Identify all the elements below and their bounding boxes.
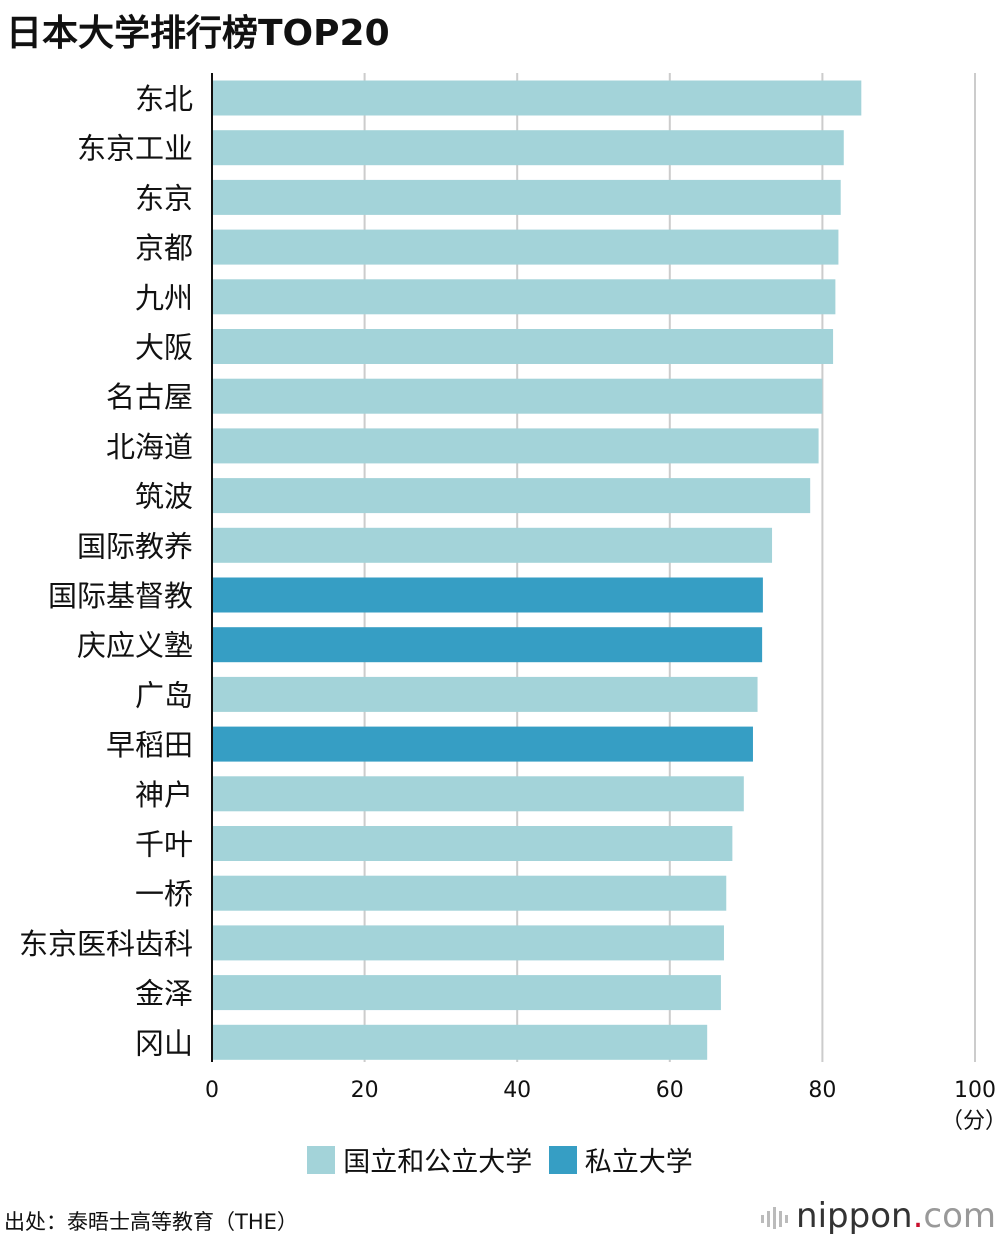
- bar: [212, 130, 844, 166]
- bar: [212, 925, 724, 961]
- bar: [212, 527, 773, 563]
- bars: [212, 80, 862, 1060]
- nippon-logo[interactable]: nippon.com: [760, 1196, 996, 1236]
- category-label: 神户: [135, 778, 193, 812]
- legend-item-public: 国立和公立大学: [307, 1140, 532, 1179]
- bar: [212, 875, 727, 911]
- bar: [212, 577, 763, 613]
- category-label: 国际基督教: [48, 579, 193, 613]
- category-labels: 东北东京工业东京京都九州大阪名古屋北海道筑波国际教养国际基督教庆应义塾广岛早稻田…: [19, 82, 193, 1060]
- category-label: 东京医科齿科: [19, 927, 193, 961]
- category-label: 冈山: [135, 1026, 193, 1060]
- tick-labels: 0 20 40 60 80 100: [205, 1078, 996, 1103]
- legend-item-private: 私立大学: [548, 1140, 693, 1179]
- category-label: 千叶: [135, 828, 193, 862]
- bar: [212, 726, 753, 762]
- category-label: 北海道: [106, 430, 193, 464]
- x-tick-label: 0: [205, 1078, 219, 1103]
- category-label: 国际教养: [77, 529, 193, 563]
- logo-tld: com: [923, 1196, 996, 1236]
- category-label: 金泽: [135, 977, 193, 1011]
- bar: [212, 478, 811, 514]
- x-tick-label: 80: [808, 1078, 836, 1103]
- bar: [212, 826, 733, 861]
- bar: [212, 1024, 708, 1060]
- x-tick-label: 20: [351, 1078, 379, 1103]
- bar: [212, 378, 823, 414]
- bar: [212, 676, 758, 712]
- category-label: 东京: [135, 181, 193, 215]
- bar: [212, 229, 839, 265]
- bar: [212, 279, 836, 315]
- category-label: 一桥: [135, 877, 193, 911]
- category-label: 庆应义塾: [77, 629, 193, 663]
- bar: [212, 428, 819, 464]
- bar: [212, 80, 862, 116]
- category-label: 九州: [135, 281, 193, 315]
- category-label: 早稻田: [106, 728, 193, 762]
- x-tick-label: 60: [656, 1078, 684, 1103]
- category-label: 广岛: [135, 678, 193, 712]
- source-note: 出处：泰晤士高等教育（THE）: [4, 1210, 298, 1234]
- legend: 国立和公立大学 私立大学: [0, 1140, 1000, 1181]
- unit-label: （分）: [941, 1109, 1000, 1134]
- bar: [212, 627, 763, 663]
- sound-bars-icon: [761, 1206, 789, 1229]
- legend-swatch-public: [307, 1145, 336, 1174]
- logo-dot: .: [912, 1196, 924, 1236]
- logo-name: nippon: [796, 1196, 913, 1236]
- category-label: 大阪: [135, 331, 193, 365]
- category-label: 东京工业: [77, 132, 193, 166]
- bar: [212, 329, 834, 364]
- chart-title: 日本大学排行榜TOP20: [6, 13, 390, 54]
- x-tick-label: 40: [503, 1078, 531, 1103]
- bar: [212, 776, 744, 812]
- legend-swatch-private: [548, 1145, 577, 1174]
- category-label: 东北: [135, 82, 193, 116]
- x-tick-label: 100: [954, 1078, 996, 1103]
- category-label: 名古屋: [106, 380, 193, 414]
- category-label: 筑波: [135, 480, 193, 514]
- category-label: 京都: [135, 231, 193, 265]
- grid-lines: [363, 73, 976, 1062]
- legend-label-public: 国立和公立大学: [343, 1147, 533, 1178]
- bar-chart: 东北东京工业东京京都九州大阪名古屋北海道筑波国际教养国际基督教庆应义塾广岛早稻田…: [19, 73, 1000, 1134]
- bar: [212, 975, 721, 1011]
- bar: [212, 179, 841, 215]
- legend-label-private: 私立大学: [584, 1147, 693, 1178]
